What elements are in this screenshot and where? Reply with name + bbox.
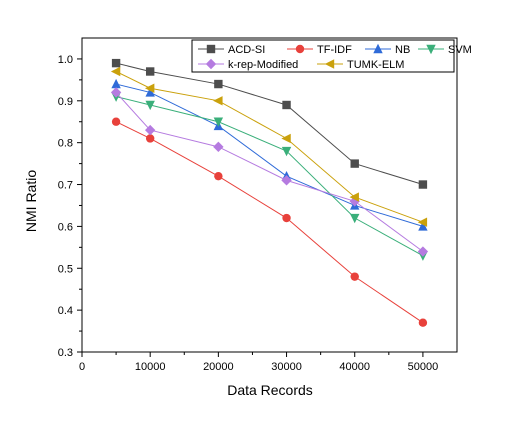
legend: ACD-SI TF-IDF NB SVM k-rep-Modified TUMK-ELM [191,39,472,73]
data-point-tf-idf [111,117,121,126]
data-point-tumk-elm [417,217,428,227]
legend-label: NB [395,44,410,56]
series-line-nb [115,83,424,227]
y-tick-label: 0.6 [58,221,73,233]
legend-item-acd-si: ACD-SI [198,44,265,56]
data-point-svm [281,146,292,157]
series-k-rep-modified [110,87,429,257]
data-point-svm [350,213,360,224]
y-tick-label: 0.9 [58,96,73,108]
y-tick-label: 0.5 [58,263,73,275]
data-point-nb [111,78,121,89]
y-tick-label: 0.3 [58,347,73,359]
x-tick-label: 30000 [271,361,302,373]
legend-marker [426,44,436,55]
data-point-k-rep-modified [417,246,429,257]
legend-item-svm: SVM [418,44,472,56]
data-point-acd-si [145,67,155,76]
data-point-tumk-elm [144,83,155,93]
y-tick-label: 0.7 [58,180,73,192]
x-tick-label: 20000 [203,361,234,373]
x-tick-label: 40000 [339,361,370,373]
series-tumk-elm [110,66,428,227]
legend-item-k-rep-modified: k-rep-Modified [198,58,298,71]
data-point-k-rep-modified [213,141,224,153]
x-axis: 0 10000 20000 30000 40000 50000 [79,352,438,373]
legend-marker [295,44,305,54]
legend-box [191,39,455,73]
data-point-nb [145,87,155,97]
legend-label: ACD-SI [228,44,265,56]
data-point-tumk-elm [349,192,359,202]
data-point-svm [213,117,224,127]
data-point-acd-si [282,100,291,110]
data-point-tumk-elm [281,133,291,144]
legend-label: SVM [448,44,472,56]
series-line-acd-si [115,62,424,186]
legend-marker [206,44,216,54]
legend-item-tumk-elm: TUMK-ELM [317,59,404,71]
data-point-tf-idf [214,171,223,181]
series-line-k-rep-modified [115,92,424,252]
data-point-acd-si [350,159,359,168]
data-point-tf-idf [418,318,428,327]
y-tick-label: 0.4 [58,305,73,317]
series-tf-idf [111,117,428,327]
data-point-svm [145,100,155,111]
series-svm [111,92,428,261]
legend-marker [324,59,335,69]
data-point-tf-idf [145,134,155,143]
legend-label: TF-IDF [317,44,352,56]
x-axis-title: Data Records [227,382,313,398]
data-point-k-rep-modified [349,196,360,207]
legend-item-nb: NB [365,43,410,56]
series-acd-si [111,58,428,189]
plot-border [81,37,458,353]
data-point-tf-idf [282,213,291,223]
x-tick-label: 10000 [135,361,166,373]
data-point-k-rep-modified [110,87,122,98]
legend-label: k-rep-Modified [228,59,298,71]
data-point-acd-si [418,180,428,189]
x-tick-label: 0 [79,361,85,373]
data-point-tumk-elm [110,66,121,77]
series-layer [110,58,429,327]
plot-frame [81,37,458,353]
legend-item-tf-idf: TF-IDF [287,44,352,56]
data-point-acd-si [111,58,121,68]
legend-label: TUMK-ELM [347,59,404,71]
y-tick-label: 0.8 [58,138,73,150]
y-axis: 0.3 0.4 0.5 0.6 0.7 0.8 0.9 1.0 [58,54,82,359]
data-point-tumk-elm [213,96,223,106]
y-axis-title: NMI Ratio [23,170,39,232]
data-point-k-rep-modified [281,175,292,186]
data-point-k-rep-modified [144,124,156,136]
legend-marker [205,58,217,70]
series-line-tumk-elm [115,71,424,223]
series-line-svm [115,96,424,257]
y-tick-label: 1.0 [58,54,73,66]
x-tick-label: 50000 [408,361,439,373]
data-point-tf-idf [350,272,359,281]
data-point-nb [418,221,428,231]
data-point-acd-si [214,79,223,89]
series-line-tf-idf [115,121,424,324]
legend-marker [373,43,383,54]
